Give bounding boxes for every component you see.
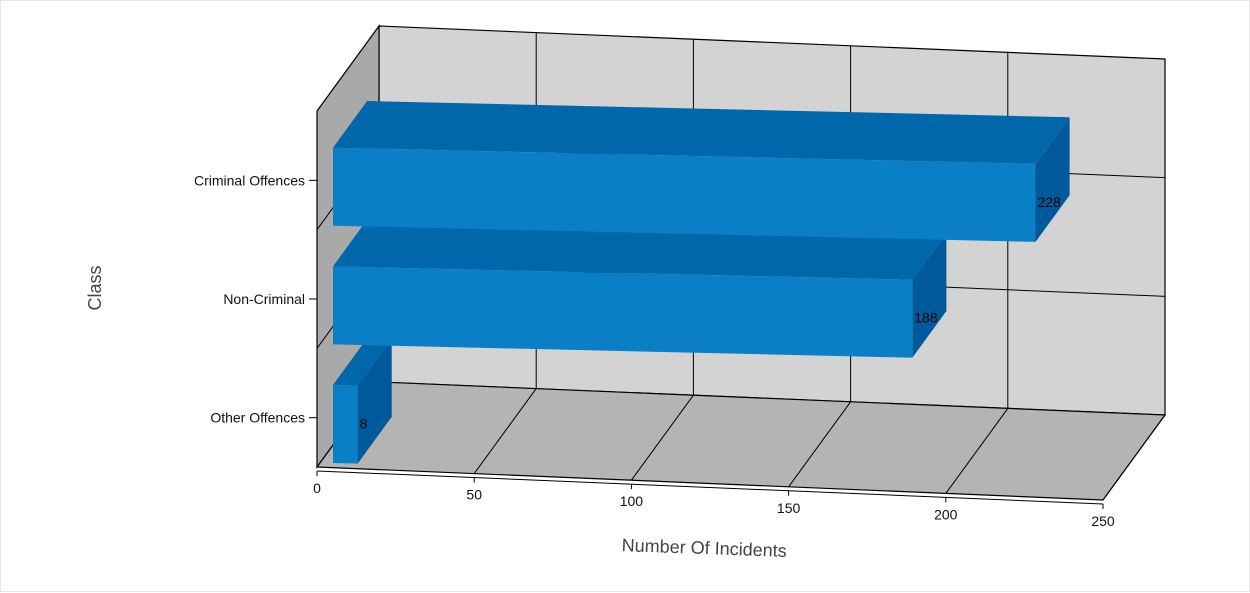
x-tick-label: 250	[1091, 513, 1115, 529]
bar	[333, 147, 1036, 242]
bar	[333, 266, 913, 358]
floor-gridline	[473, 388, 537, 474]
x-tick-label: 0	[313, 480, 321, 496]
floor-gridline	[788, 401, 852, 488]
y-tick-label: Other Offences	[210, 410, 305, 426]
x-tick-label: 50	[466, 487, 482, 503]
bar-top	[333, 338, 392, 386]
bar-side	[357, 338, 392, 464]
data-label: 8	[360, 416, 368, 432]
floor-gridline	[1102, 414, 1166, 501]
data-label: 228	[1037, 194, 1061, 210]
y-tick-label: Criminal Offences	[194, 172, 305, 188]
data-label: 188	[914, 310, 938, 326]
x-axis-line	[316, 470, 1104, 505]
x-tick-label: 150	[777, 500, 801, 516]
floor-gridline	[630, 394, 694, 481]
floor-gridline	[945, 408, 1009, 494]
x-axis-title: Number Of Incidents	[621, 535, 787, 561]
bar-side	[912, 233, 947, 358]
bar-top	[333, 101, 1070, 164]
x-tick-label: 200	[934, 506, 958, 522]
bar	[333, 385, 358, 464]
y-tick-label: Non-Criminal	[223, 291, 305, 307]
bar-side	[1035, 117, 1070, 242]
x-tick-label: 100	[620, 493, 644, 509]
y-axis-title: Class	[85, 265, 105, 310]
